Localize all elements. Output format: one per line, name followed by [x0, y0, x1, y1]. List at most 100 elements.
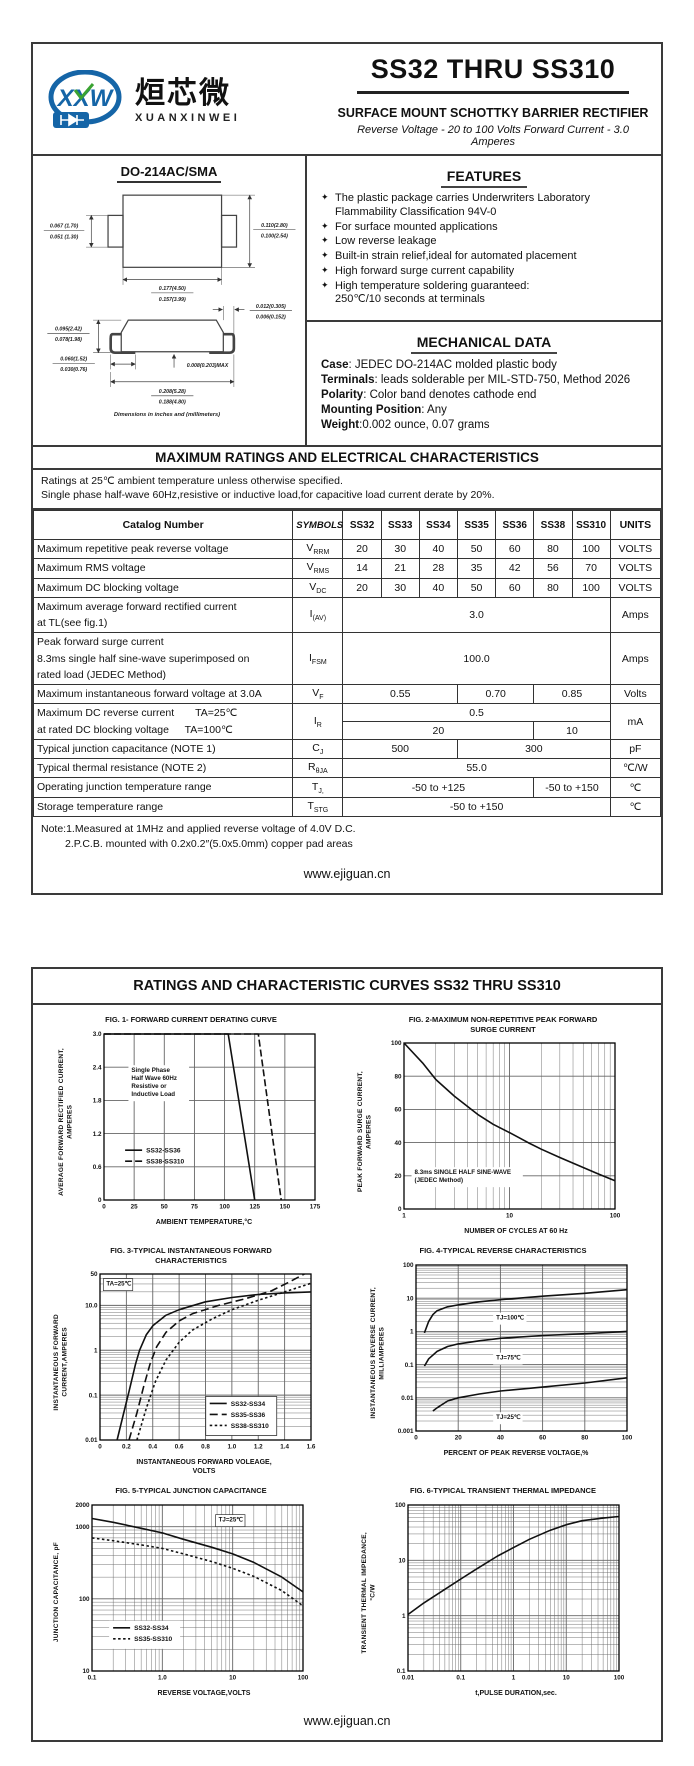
feature-bullet-icon: ✦: [321, 279, 329, 290]
y-tick-label: 1.8: [93, 1097, 102, 1104]
value-cell: 42: [495, 558, 535, 579]
y-tick-label: 0.6: [93, 1164, 102, 1171]
x-tick-label: 100: [622, 1434, 633, 1441]
logo-english-name: XUANXINWEI: [135, 111, 241, 124]
feature-text: For surface mounted applications: [335, 220, 498, 233]
col-header-units: UNITS: [609, 510, 662, 541]
symbol-cell: IFSM: [292, 632, 344, 686]
value-cell: 40: [418, 539, 458, 560]
col-header-device-SS33: SS33: [380, 510, 420, 541]
figure-y-axis-label: PEAK FORWARD SURGE CURRENT, AMPERES: [356, 1070, 373, 1192]
feature-item: ✦ Built-in strain relief,ideal for automa…: [321, 250, 647, 264]
symbol-cell: VDC: [292, 577, 344, 598]
mechanical-data-label: Polarity: [321, 388, 364, 401]
x-tick-label: 0.2: [122, 1443, 131, 1450]
x-tick-label: 0: [103, 1203, 107, 1210]
y-tick-label: 1: [410, 1328, 414, 1335]
y-tick-label: 1: [402, 1612, 406, 1619]
package-outline-drawing: 0.067 (1.70) 0.051 (1.30) 0.110(2.80) 0.…: [43, 194, 296, 418]
y-tick-label: 3.0: [93, 1031, 102, 1038]
col-header-catalog: Catalog Number: [32, 510, 294, 541]
y-tick-label: 0: [398, 1206, 402, 1213]
x-tick-label: 1.0: [158, 1674, 167, 1681]
x-tick-label: 0.4: [149, 1443, 158, 1450]
table-row: Maximum DC reverse current TA=25℃ at rat…: [32, 703, 662, 740]
x-tick-label: 100: [614, 1674, 625, 1681]
dim-side-height-max: 0.095(2.42): [55, 327, 82, 333]
figure-fig4: FIG. 4-TYPICAL REVERSE CHARACTERISTICS IN…: [347, 1246, 659, 1476]
figure-fig6: FIG. 6-TYPICAL TRANSIENT THERMAL IMPEDAN…: [347, 1486, 659, 1697]
symbol-cell: I(AV): [292, 596, 344, 634]
value-cell: 100.0: [342, 632, 611, 686]
feature-item: ✦ For surface mounted applications: [321, 221, 647, 235]
legend-label: SS32-SS36: [147, 1147, 182, 1154]
header: XXW 烜芯微 XUANXINWEI SS32 THRU SS310 SURFA…: [33, 44, 661, 156]
logo-monogram: XXW: [56, 85, 115, 112]
units-cell: Amps: [609, 596, 662, 634]
value-cell: 80: [533, 577, 573, 598]
y-tick-label: 1000: [75, 1523, 90, 1530]
y-tick-label: 2.4: [93, 1064, 102, 1071]
y-tick-label: 50: [91, 1271, 99, 1278]
feature-text: Built-in strain relief,ideal for automat…: [335, 250, 577, 262]
parameter-cell: Peak forward surge current 8.3ms single …: [32, 632, 294, 686]
features-section: FEATURES ✦ The plastic package carries Un…: [307, 156, 661, 322]
x-tick-label: 100: [220, 1203, 231, 1210]
value-cell: 60: [495, 539, 535, 560]
mechanical-data-section: MECHANICAL DATA Case: JEDEC DO-214AC mol…: [307, 322, 661, 445]
series-fig6-curve-0: [407, 1515, 620, 1615]
x-tick-label: 1.6: [307, 1443, 316, 1450]
diode-symbol-icon: [60, 113, 84, 127]
page1-footer-url: www.ejiguan.cn: [303, 867, 391, 882]
figure-body: INSTANTANEOUS FORWARD CURRENT,AMPERES 0 0.…: [53, 1267, 328, 1457]
series-SS38-SS310: [104, 1032, 283, 1200]
value-cell: 0.70: [456, 684, 535, 705]
x-tick-label: 80: [582, 1434, 590, 1441]
series-SS35-SS310: [91, 1536, 304, 1606]
units-cell: VOLTS: [609, 577, 662, 598]
value-cell: 3.0: [342, 596, 611, 634]
chart-annotation: TJ=100℃: [497, 1314, 525, 1321]
x-tick-label: 175: [310, 1203, 321, 1210]
symbol-cell: CJ: [292, 738, 344, 760]
y-tick-label: 100: [391, 1040, 402, 1047]
figure-x-axis-label: NUMBER OF CYCLES AT 60 Hz: [464, 1228, 568, 1236]
ratings-condition-2: Single phase half-wave 60Hz,resistive or…: [41, 488, 495, 501]
table-row: Maximum DC blocking voltage VDC 20 30 40 50 60…: [32, 577, 662, 598]
series-SS32-SS34: [91, 1517, 304, 1593]
feature-bullet-icon: ✦: [321, 192, 329, 202]
x-tick-label: 1.4: [280, 1443, 289, 1450]
value-cell: 14: [342, 558, 382, 579]
value-cell: 28: [418, 558, 458, 579]
col-header-device-SS36: SS36: [495, 510, 535, 541]
mechanical-data-line: Polarity: Color band denotes cathode end: [321, 388, 647, 403]
feature-bullet-icon: ✦: [321, 250, 329, 260]
x-tick-label: 0: [98, 1443, 102, 1450]
chart-fig4: 0 20 40 60 80 100 0.001 0.01 0.1 1 10 100 TJ=100℃ TJ=…: [398, 1262, 633, 1441]
value-cell: -50 to +150: [342, 796, 611, 818]
x-tick-label: 10: [563, 1674, 571, 1681]
figure-title-fig2: FIG. 2-MAXIMUM NON-REPETITIVE PEAK FORWA…: [408, 1015, 598, 1034]
parameter-cell: Operating junction temperature range: [32, 777, 294, 798]
mechanical-data-title: MECHANICAL DATA: [321, 334, 647, 354]
value-cell: 500: [342, 738, 458, 760]
legend-box: [108, 1620, 180, 1649]
units-cell: VOLTS: [609, 558, 662, 579]
feature-bullet-icon: ✦: [321, 235, 329, 246]
symbol-cell: TSTG: [292, 796, 344, 818]
x-tick-label: 0.6: [175, 1443, 184, 1450]
figure-title-fig3: FIG. 3-TYPICAL INSTANTANEOUS FORWARD CHA…: [110, 1246, 272, 1265]
mechanical-data-label: Weight: [321, 418, 360, 431]
series-SS38-SS310: [136, 1282, 312, 1441]
value-cell: 35: [456, 558, 497, 579]
series-fig4-curve-1: [424, 1330, 628, 1367]
table-row: Typical junction capacitance (NOTE 1) CJ 5…: [32, 738, 662, 760]
figure-body: TRANSIENT THERMAL IMPEDANCE, °C/W 0.01 0.1…: [361, 1498, 645, 1688]
mechanical-data-value: : JEDEC DO-214AC molded plastic body: [348, 359, 557, 371]
dim-body-height-min: 0.100(2.54): [261, 233, 288, 239]
y-tick-label: 0.1: [397, 1668, 406, 1675]
figure-body: JUNCTION CAPACITANCE, pF 0.1 1.0 10 100 10 100…: [53, 1498, 328, 1688]
electrical-characteristics-table: Catalog Number SYMBOLS SS32 SS33 SS34 SS35 SS3…: [32, 510, 662, 818]
figure-title-fig4: FIG. 4-TYPICAL REVERSE CHARACTERISTICS: [419, 1246, 587, 1256]
